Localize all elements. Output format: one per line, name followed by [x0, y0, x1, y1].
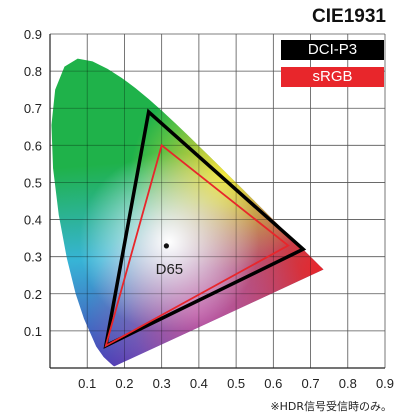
- gamut-srgb: [104, 143, 290, 348]
- y-tick-label: 0.2: [24, 287, 42, 302]
- gamut-dci-p3: [103, 108, 307, 349]
- chart-title: CIE1931: [312, 6, 386, 27]
- white-point: D65: [156, 243, 184, 278]
- y-tick-label: 0.3: [24, 250, 42, 265]
- x-tick-label: 0.1: [78, 376, 96, 391]
- gamut-triangles: [103, 108, 307, 349]
- tick-labels: 0.1 0.2 0.3 0.4 0.5 0.6 0.7 0.8 0.9 0.1 0.2 0.3 0.4 0…: [24, 27, 394, 391]
- axes: [49, 34, 385, 369]
- white-point-label: D65: [156, 261, 184, 278]
- y-tick-label: 0.4: [24, 213, 42, 228]
- x-tick-label: 0.6: [264, 376, 282, 391]
- x-tick-label: 0.8: [339, 376, 357, 391]
- y-tick-label: 0.8: [24, 64, 42, 79]
- x-tick-label: 0.7: [302, 376, 320, 391]
- y-tick-label: 0.9: [24, 27, 42, 42]
- y-tick-label: 0.5: [24, 175, 42, 190]
- x-tick-label: 0.9: [376, 376, 394, 391]
- footnote: ※HDR信号受信時のみ。: [270, 400, 392, 413]
- x-tick-label: 0.4: [190, 376, 208, 391]
- x-tick-label: 0.3: [153, 376, 171, 391]
- y-tick-label: 0.1: [24, 324, 42, 339]
- white-point-marker: [163, 243, 169, 249]
- x-tick-label: 0.5: [227, 376, 245, 391]
- y-tick-label: 0.7: [24, 101, 42, 116]
- legend-item-dci-p3: DCI-P3: [281, 40, 384, 60]
- legend-item-srgb: sRGB: [281, 67, 384, 87]
- x-tick-label: 0.2: [115, 376, 133, 391]
- y-tick-label: 0.6: [24, 138, 42, 153]
